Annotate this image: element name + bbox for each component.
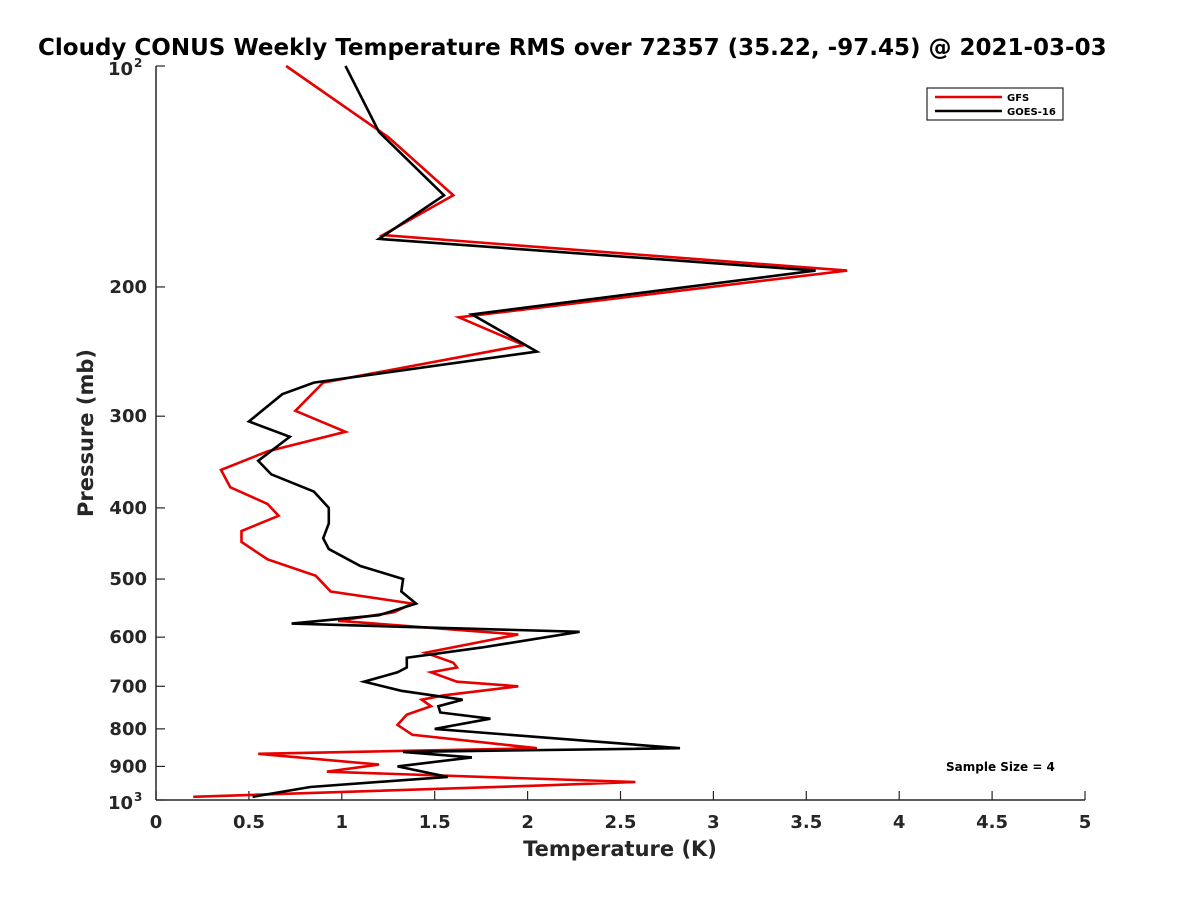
- y-tick-label: 300: [109, 406, 147, 427]
- y-tick-label: 200: [109, 277, 147, 298]
- y-axis-label: Pressure (mb): [74, 349, 98, 517]
- y-tick-label: 10: [108, 59, 133, 80]
- x-axis: 0 0.5 1 1.5 2 2.5 3 3.5 4 4.5 5: [150, 791, 1092, 833]
- legend-label-gfs: GFS: [1007, 93, 1029, 104]
- x-axis-label: Temperature (K): [523, 837, 717, 861]
- series-lines: [193, 64, 848, 799]
- y-tick-label: 900: [109, 756, 147, 777]
- x-tick-label: 3.5: [790, 812, 822, 833]
- x-tick-label: 0: [150, 812, 163, 833]
- x-tick-label: 1: [336, 812, 349, 833]
- series-line-goes16: [246, 65, 816, 799]
- x-tick-label: 2.5: [605, 812, 637, 833]
- x-tick-label: 2: [521, 812, 534, 833]
- legend-box: [926, 87, 1064, 121]
- y-tick-label: 600: [109, 627, 147, 648]
- y-tick-label: 800: [109, 719, 147, 740]
- legend-label-goes16: GOES-16: [1007, 107, 1056, 118]
- x-tick-label: 1.5: [419, 812, 451, 833]
- y-tick-exponent: 3: [134, 790, 142, 804]
- x-tick-label: 4: [893, 812, 906, 833]
- x-tick-label: 4.5: [976, 812, 1008, 833]
- y-tick-label: 500: [109, 569, 147, 590]
- y-tick-label: 400: [109, 498, 147, 519]
- x-tick-label: 5: [1079, 812, 1092, 833]
- x-tick-label: 3: [707, 812, 720, 833]
- y-tick-label: 700: [109, 676, 147, 697]
- chart-title: Cloudy CONUS Weekly Temperature RMS over…: [38, 35, 1107, 61]
- legend: GFS GOES-16: [926, 87, 1064, 121]
- x-tick-label: 0.5: [233, 812, 265, 833]
- sample-size-annotation: Sample Size = 4: [946, 760, 1055, 774]
- y-tick-label: 10: [108, 793, 133, 814]
- y-tick-exponent: 2: [134, 56, 142, 70]
